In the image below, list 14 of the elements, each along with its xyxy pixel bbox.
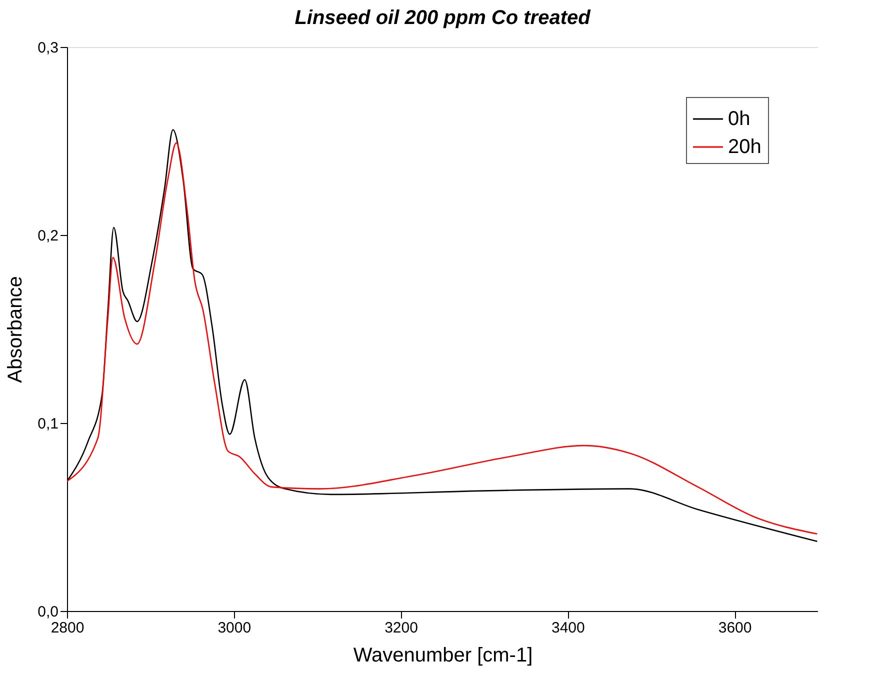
chart-title: Linseed oil 200 ppm Co treated [294, 7, 592, 29]
legend-label: 20h [728, 136, 762, 158]
x-tick-label: 2800 [50, 620, 84, 636]
y-tick-label: 0,1 [38, 416, 58, 432]
x-tick-label: 3200 [384, 620, 418, 636]
x-tick-label: 3600 [718, 620, 752, 636]
y-tick-label: 0,0 [38, 604, 58, 620]
x-tick-label: 3400 [551, 620, 585, 636]
y-axis-title: Absorbance [4, 276, 27, 383]
y-tick-label: 0,3 [38, 40, 58, 56]
x-tick-label: 3000 [218, 620, 252, 636]
x-axis-title: Wavenumber [cm-1] [353, 644, 533, 666]
legend-label: 0h [728, 108, 750, 130]
y-tick-label: 0,2 [38, 228, 58, 244]
